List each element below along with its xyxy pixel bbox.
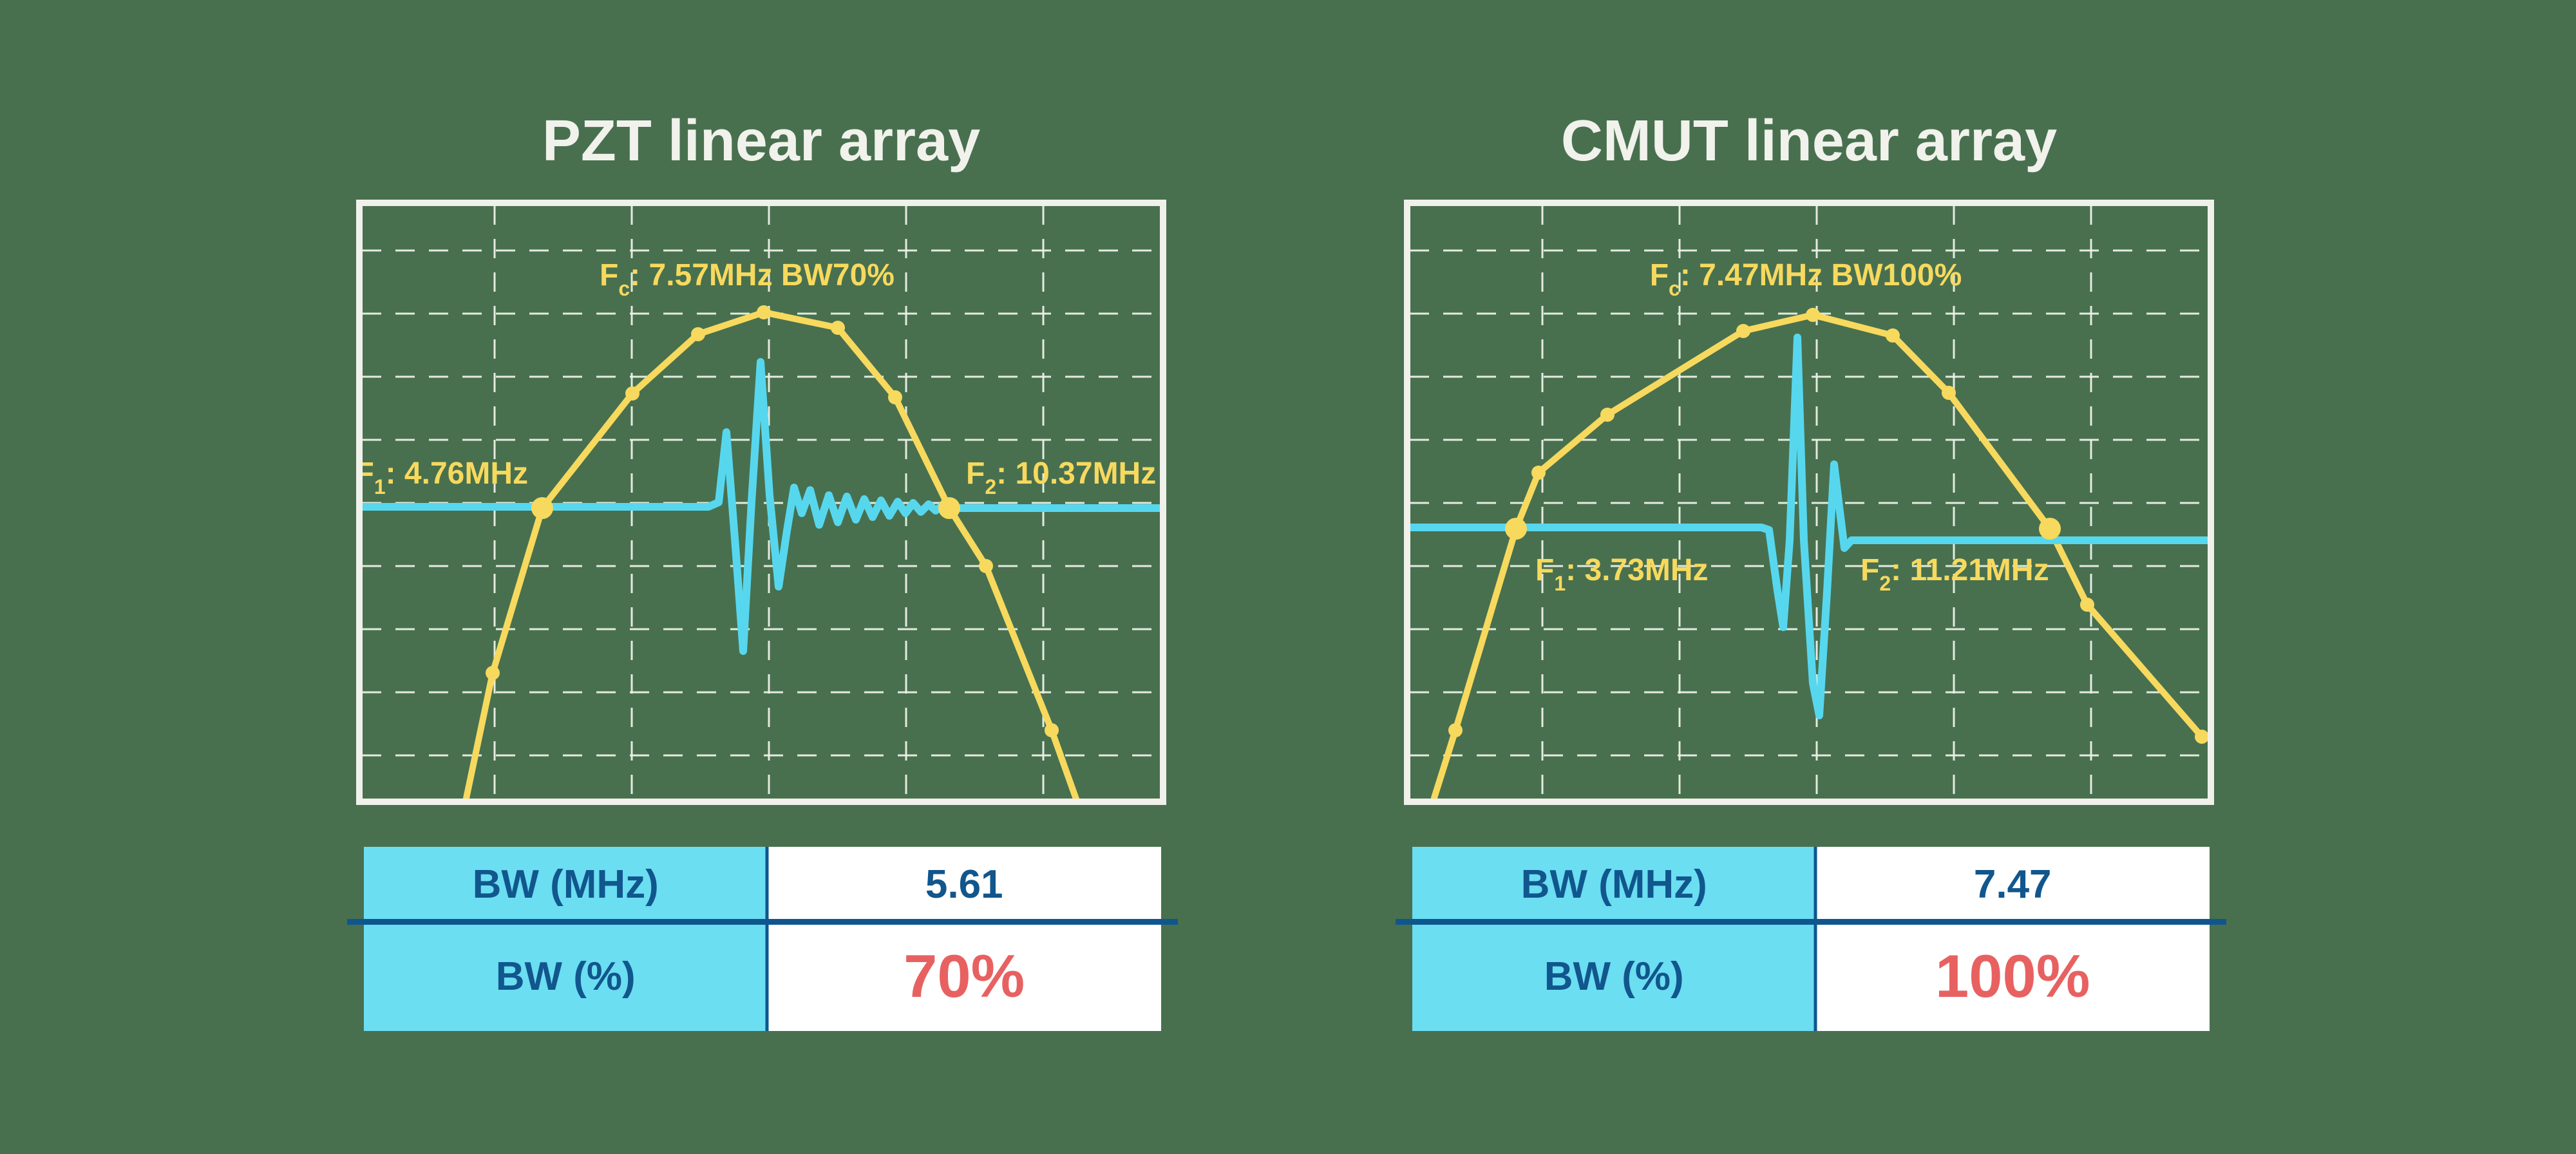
pulse-echo-waveform (1406, 334, 2212, 719)
pzt-bandwidth-table: BW (MHz) 5.61 BW (%) 70% (347, 847, 1178, 1031)
cutoff-marker-dot (531, 497, 553, 519)
panel-title-cmut: CMUT linear array (1560, 109, 2058, 173)
marker-dot (1045, 723, 1059, 737)
f2-annotation: F2: 11.21MHz (1861, 553, 2049, 595)
chart-frame (356, 200, 1166, 805)
bw-mhz-value: 7.47 (1815, 847, 2210, 922)
marker-dot (2195, 730, 2209, 744)
marker-dot (1600, 408, 1615, 422)
marker-dot (486, 666, 500, 680)
fc-annotation: Fc: 7.47MHz BW100% (1650, 258, 1962, 300)
bw-mhz-label: BW (MHz) (1412, 847, 1816, 922)
marker-dot (1806, 308, 1820, 322)
cmut-bandwidth-table: BW (MHz) 7.47 BW (%) 100% (1396, 847, 2226, 1031)
bw-percent-label: BW (%) (364, 922, 768, 1031)
table-row-divider (347, 919, 1178, 925)
marker-dot (888, 390, 902, 404)
bw-percent-label: BW (%) (1412, 922, 1816, 1031)
marker-dot (1736, 324, 1750, 338)
table-row: BW (MHz) 5.61 (364, 847, 1161, 922)
f2-annotation: F2: 10.37MHz (966, 457, 1156, 498)
panel-title-pzt: PZT linear array (542, 109, 981, 173)
table-row: BW (%) 100% (1412, 922, 2210, 1031)
bw-mhz-label: BW (MHz) (364, 847, 768, 922)
marker-dot (625, 386, 639, 401)
table-row-divider (1396, 919, 2226, 925)
f1-annotation: F1: 3.73MHz (1535, 553, 1709, 595)
cutoff-marker-dot (2039, 518, 2061, 540)
cutoff-marker-dot (1505, 518, 1527, 540)
chart-frame (1404, 200, 2214, 805)
pzt-frequency-response-chart: Fc: 7.57MHz BW70% F1: 4.76MHz F2: 10.37MHz (356, 200, 1166, 805)
table-row: BW (MHz) 7.47 (1412, 847, 2210, 922)
bw-percent-value: 70% (767, 922, 1161, 1031)
f1-annotation: F1: 4.76MHz (356, 457, 528, 498)
fc-annotation: Fc: 7.57MHz BW70% (600, 258, 895, 300)
marker-dot (1448, 723, 1463, 737)
plot-area: Fc: 7.57MHz BW70% F1: 4.76MHz F2: 10.37MHz (356, 205, 1164, 805)
marker-dot (2080, 598, 2094, 612)
marker-dot (1942, 386, 1956, 400)
marker-dot (979, 559, 993, 573)
marker-dot (1531, 466, 1546, 480)
marker-dot (1886, 328, 1900, 343)
frequency-response-curve (462, 309, 1081, 805)
plot-area: Fc: 7.47MHz BW100% F1: 3.73MHz F2: 11.21MH… (1406, 205, 2212, 801)
pulse-echo-waveform (358, 358, 1164, 655)
marker-dot (831, 321, 845, 335)
table-column-divider (765, 847, 769, 1031)
marker-dot (691, 327, 705, 341)
marker-dot (757, 305, 771, 319)
cutoff-marker-dot (938, 497, 960, 519)
bw-mhz-value: 5.61 (767, 847, 1161, 922)
cmut-frequency-response-chart: Fc: 7.47MHz BW100% F1: 3.73MHz F2: 11.21MH… (1404, 200, 2214, 805)
bw-percent-value: 100% (1815, 922, 2210, 1031)
table-column-divider (1814, 847, 1817, 1031)
table-row: BW (%) 70% (364, 922, 1161, 1031)
